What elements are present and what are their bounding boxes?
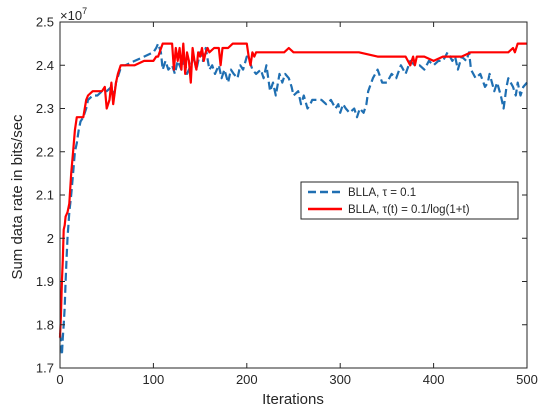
axes: 0 100 200 300 400 500 1.7 1.8 1.9 2 2.1 2.2 2.3 2.4 2.…	[36, 15, 538, 388]
y-tick-label: 1.7	[36, 361, 54, 376]
legend-box	[300, 181, 519, 220]
x-tick-label: 400	[423, 372, 445, 387]
y-tick-label: 2	[47, 231, 54, 246]
x-tick-label: 200	[236, 372, 258, 387]
series-line-1	[58, 42, 528, 357]
legend-label-series-1: BLLA, τ = 0.1	[348, 187, 416, 199]
x-tick-label: 300	[329, 372, 351, 387]
x-axis-title: Iterations	[262, 391, 324, 408]
x-tick-label: 0	[56, 372, 63, 387]
x-tick-label: 500	[516, 372, 538, 387]
series-line-2	[58, 42, 527, 338]
x-tick-label: 100	[143, 372, 165, 387]
y-tick-label: 1.8	[36, 317, 54, 332]
y-tick-label: 2.4	[36, 58, 54, 73]
y-tick-label: 1.9	[36, 274, 54, 289]
y-tick-label: 2.2	[36, 144, 54, 159]
y-tick-label: 2.3	[36, 101, 54, 116]
y-exponent-label: ×107	[60, 6, 87, 23]
legend-label-series-2: BLLA, τ(t) = 0.1/log(1+t)	[348, 204, 470, 216]
legend: BLLA, τ = 0.1 BLLA, τ(t) = 0.1/log(1+t)	[300, 181, 519, 220]
y-tick-label: 2.1	[36, 188, 54, 203]
y-axis-title: Sum data rate in bits/sec	[9, 114, 26, 280]
plot-area	[58, 42, 528, 357]
y-tick-label: 2.5	[36, 15, 54, 30]
